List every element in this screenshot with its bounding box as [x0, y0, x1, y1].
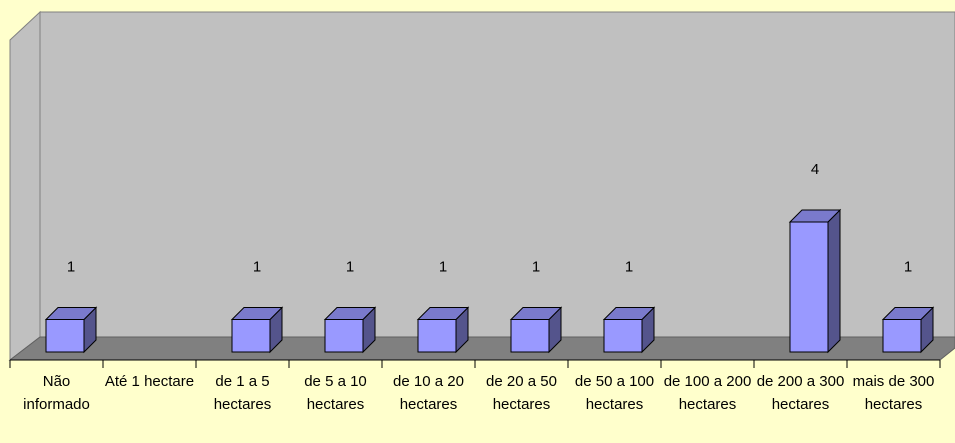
bar — [509, 306, 563, 354]
bar — [44, 306, 98, 354]
bar-face — [417, 319, 457, 353]
x-tick-label: Até 1 hectare — [104, 373, 195, 390]
bar-face — [45, 319, 85, 353]
value-label: 1 — [346, 259, 354, 276]
bar-face — [324, 319, 364, 353]
bar — [416, 306, 470, 354]
x-tick-label: de 1 a 5 hectares — [213, 373, 272, 413]
bar — [602, 306, 656, 354]
x-tick-label: de 10 a 20 hectares — [393, 373, 464, 413]
value-label: 4 — [811, 161, 819, 178]
bar — [788, 208, 842, 354]
bar — [230, 306, 284, 354]
x-tick-label: mais de 300 hectares — [852, 373, 935, 413]
bar-face — [231, 319, 271, 353]
value-label: 1 — [904, 259, 912, 276]
bar-face — [603, 319, 643, 353]
value-label: 1 — [253, 259, 261, 276]
bar — [323, 306, 377, 354]
x-tick-label: de 5 a 10 hectares — [304, 373, 367, 413]
bar — [881, 306, 935, 354]
x-tick-label: de 200 a 300 hectares — [756, 373, 845, 413]
bar-face — [827, 208, 841, 354]
side-wall — [9, 10, 41, 362]
bar-face — [789, 221, 829, 353]
value-label: 1 — [439, 259, 447, 276]
value-label: 1 — [67, 259, 75, 276]
x-tick-label: Não informado — [23, 373, 90, 413]
value-label: 1 — [625, 259, 633, 276]
value-label: 1 — [532, 259, 540, 276]
x-tick-label: de 20 a 50 hectares — [486, 373, 557, 413]
bar-face — [882, 319, 922, 353]
x-tick-label: de 50 a 100 hectares — [574, 373, 655, 413]
x-tick-label: de 100 a 200 hectares — [663, 373, 752, 413]
bar-face — [510, 319, 550, 353]
